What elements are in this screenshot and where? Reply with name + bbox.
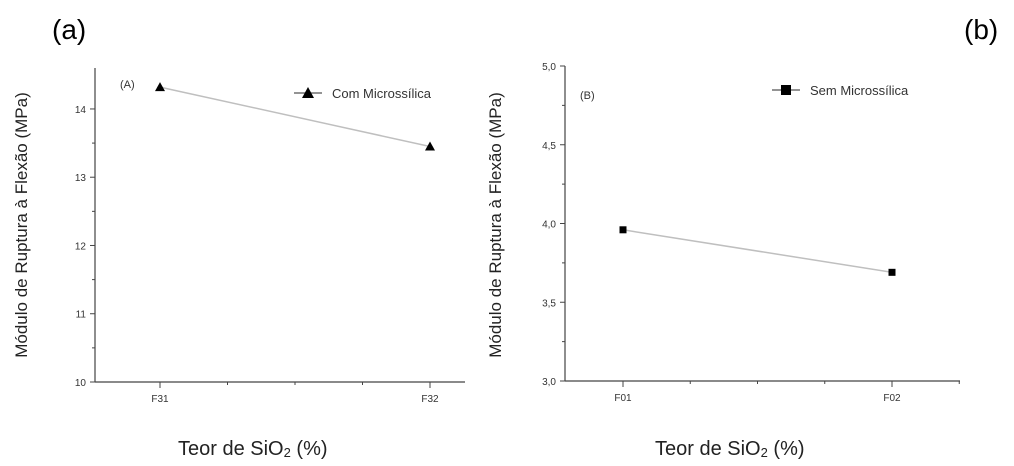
panel-b-y-tick-label: 3,0 bbox=[542, 377, 556, 388]
panel-b-legend-marker bbox=[781, 85, 791, 95]
panel-a-panel-tag: (A) bbox=[120, 79, 135, 91]
panel-b-panel-tag: (B) bbox=[580, 90, 595, 102]
x-axis-title-b-unit: (%) bbox=[773, 438, 805, 460]
panel-label-b: (b) bbox=[964, 14, 999, 45]
panel-a-y-axis-title: Módulo de Ruptura à Flexão (MPa) bbox=[12, 92, 31, 358]
panel-b-y-axis-title: Módulo de Ruptura à Flexão (MPa) bbox=[486, 92, 505, 358]
panel-a-data-point bbox=[155, 82, 165, 92]
x-axis-title-a: Teor de SiO2 (%) bbox=[178, 438, 328, 461]
panel-a-legend-marker bbox=[302, 87, 314, 98]
x-axis-title-b-text: Teor de SiO bbox=[655, 438, 761, 460]
x-axis-title-a-unit: (%) bbox=[296, 438, 328, 460]
panel-b-y-tick-label: 4,0 bbox=[542, 220, 556, 231]
x-axis-title-b-sub: 2 bbox=[760, 445, 768, 460]
panel-b-series-line bbox=[622, 229, 893, 274]
panel-b-legend-label: Sem Microssílica bbox=[810, 83, 909, 98]
x-axis-title-b: Teor de SiO2 (%) bbox=[655, 438, 805, 461]
panel-a-y-tick-label: 12 bbox=[75, 241, 87, 252]
panel-b-y-tick-label: 4,5 bbox=[542, 141, 556, 152]
panel-b-x-tick-label: F02 bbox=[883, 393, 901, 404]
panel-a-y-tick-label: 13 bbox=[75, 173, 87, 184]
panel-a-x-tick-label: F32 bbox=[421, 394, 439, 405]
panel-b-y-tick-label: 3,5 bbox=[542, 298, 556, 309]
panel-a-y-tick-label: 10 bbox=[75, 378, 87, 389]
panel-b-data-point bbox=[619, 226, 627, 234]
x-axis-title-a-text: Teor de SiO bbox=[178, 438, 284, 460]
panel-b-y-tick-label: 5,0 bbox=[542, 62, 556, 73]
panel-b-data-point bbox=[888, 268, 896, 276]
panel-a-legend-label: Com Microssílica bbox=[332, 86, 432, 101]
panel-a-y-tick-label: 14 bbox=[75, 105, 87, 116]
panel-a-data-point bbox=[425, 141, 435, 151]
panel-label-a: (a) bbox=[52, 14, 87, 45]
panel-a-y-tick-label: 11 bbox=[76, 310, 87, 321]
x-axis-title-a-sub: 2 bbox=[283, 445, 291, 460]
panel-b-x-tick-label: F01 bbox=[614, 393, 632, 404]
panel-a-series-line bbox=[159, 86, 431, 148]
panel-a-x-tick-label: F31 bbox=[151, 394, 169, 405]
